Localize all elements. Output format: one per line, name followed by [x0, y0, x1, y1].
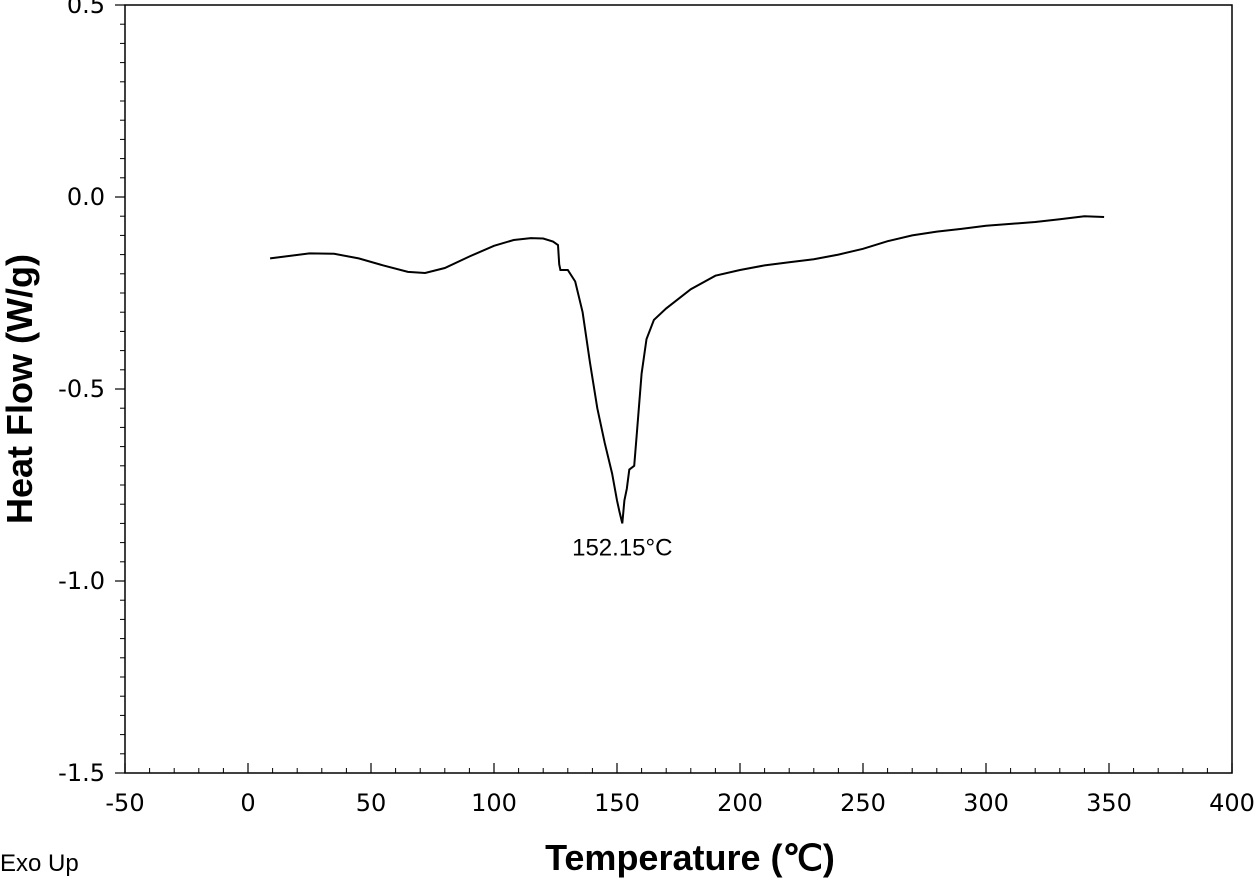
- x-tick-label: 50: [356, 789, 387, 817]
- x-tick-labels: -50 0 50 100 150 200 250 300 350 400: [105, 789, 1255, 817]
- major-ticks: [115, 4, 1233, 774]
- exo-up-note: Exo Up: [0, 850, 79, 877]
- y-axis-title: Heat Flow (W/g): [0, 254, 40, 524]
- x-tick-label: 0: [240, 789, 255, 817]
- x-tick-label: -50: [105, 789, 144, 817]
- x-tick-label: 150: [594, 789, 640, 817]
- y-tick-label: 0.5: [67, 0, 105, 19]
- x-tick-label: 250: [840, 789, 886, 817]
- x-tick-label: 400: [1209, 789, 1255, 817]
- y-tick-label: -0.5: [58, 375, 105, 403]
- y-tick-label: -1.0: [58, 567, 105, 595]
- x-tick-label: 200: [717, 789, 763, 817]
- peak-annotation: 152.15°C: [572, 534, 672, 561]
- y-tick-label: -1.5: [58, 759, 105, 787]
- x-tick-label: 300: [963, 789, 1009, 817]
- x-tick-label: 350: [1086, 789, 1132, 817]
- x-tick-label: 100: [471, 789, 517, 817]
- y-tick-label: 0.0: [67, 183, 105, 211]
- y-tick-labels: 0.5 0.0 -0.5 -1.0 -1.5: [58, 0, 105, 787]
- minor-ticks: [120, 23, 1208, 773]
- heat-flow-line: [269, 215, 1105, 524]
- x-axis-title: Temperature (℃): [545, 837, 835, 878]
- plot-frame: [124, 4, 1233, 774]
